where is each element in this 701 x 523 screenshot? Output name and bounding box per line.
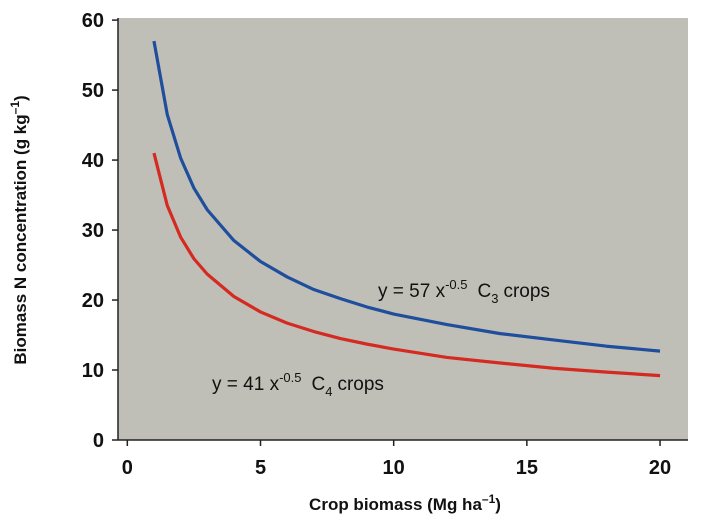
y-title-end: )	[11, 95, 30, 101]
y-tick-label: 10	[82, 360, 104, 382]
ann-exp: -0.5	[279, 370, 301, 385]
y-title-text: Biomass N concentration (g kg	[11, 114, 30, 364]
x-title-sup: –1	[482, 492, 496, 506]
y-tick-label: 30	[82, 220, 104, 242]
x-tick-label: 0	[122, 457, 133, 479]
ann-label: C	[477, 281, 491, 302]
y-title-sup: –1	[8, 101, 22, 115]
annotation: y = 41 x-0.5 C4 crops	[212, 370, 384, 399]
x-title-end: )	[495, 495, 501, 514]
y-axis-title: Biomass N concentration (g kg–1)	[8, 95, 30, 364]
ann-suffix: crops	[503, 281, 549, 302]
ann-exp: -0.5	[445, 277, 467, 292]
x-tick-label: 20	[649, 457, 671, 479]
series-line	[152, 152, 661, 378]
x-title-text: Crop biomass (Mg ha	[309, 495, 482, 514]
x-tick-label: 15	[516, 457, 538, 479]
ann-sub: 4	[325, 384, 332, 399]
y-tick-label: 0	[93, 430, 104, 452]
ann-label: C	[311, 374, 325, 395]
x-tick-label: 10	[383, 457, 405, 479]
ann-suffix: crops	[337, 374, 383, 395]
x-axis-title: Crop biomass (Mg ha–1)	[309, 492, 501, 514]
y-tick-label: 60	[82, 10, 104, 32]
annotation: y = 57 x-0.5 C3 crops	[378, 277, 550, 306]
y-tick-label: 40	[82, 150, 104, 172]
ann-text: y = 41 x	[212, 374, 280, 395]
ann-text: y = 57 x	[378, 281, 446, 302]
x-tick-label: 5	[255, 457, 266, 479]
y-tick-label: 50	[82, 80, 104, 102]
ann-sub: 3	[491, 291, 498, 306]
plot-area	[118, 18, 688, 440]
y-tick-label: 20	[82, 290, 104, 312]
series-line	[152, 40, 661, 353]
